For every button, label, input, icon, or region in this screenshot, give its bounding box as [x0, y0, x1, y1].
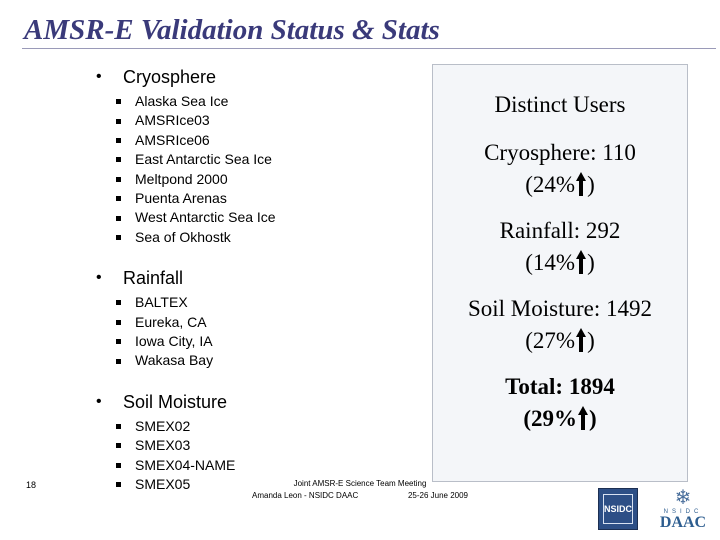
slide-number: 18 — [26, 480, 37, 490]
stat-percent: (27% — [525, 328, 576, 353]
list-item: SMEX03 — [116, 436, 426, 455]
square-bullet-icon — [116, 300, 121, 306]
square-bullet-icon — [116, 339, 121, 345]
snowflake-icon: ❄ — [674, 487, 692, 509]
stat-percent: (14% — [525, 250, 576, 275]
up-arrow-icon — [576, 250, 587, 274]
stat-percent: (29% — [523, 406, 577, 431]
section-label: Cryosphere — [123, 67, 217, 87]
square-bullet-icon — [116, 482, 121, 488]
stats-heading: Distinct Users — [494, 92, 626, 117]
list-item: AMSRIce06 — [116, 131, 426, 150]
square-bullet-icon — [116, 235, 121, 241]
list-item: East Antarctic Sea Ice — [116, 150, 426, 169]
square-bullet-icon — [116, 215, 121, 221]
square-bullet-icon — [116, 358, 121, 364]
up-arrow-icon — [576, 328, 587, 352]
square-bullet-icon — [116, 196, 121, 202]
footer-dates: 25-26 June 2009 — [407, 491, 468, 500]
list-item: Wakasa Bay — [116, 351, 426, 370]
distinct-users-panel: Distinct Users Cryosphere: 110 (24%) Rai… — [432, 64, 688, 482]
stat-label: Rainfall: 292 — [499, 218, 621, 243]
list-item: SMEX04-NAME — [116, 456, 426, 475]
list-item: Eureka, CA — [116, 313, 426, 332]
list-item: Meltpond 2000 — [116, 170, 426, 189]
square-bullet-icon — [116, 157, 121, 163]
section-label: Rainfall — [123, 268, 184, 289]
list-item: AMSRIce03 — [116, 111, 426, 130]
square-bullet-icon — [116, 118, 121, 124]
list-item: SMEX02 — [116, 417, 426, 436]
stat-label: Soil Moisture: 1492 — [467, 296, 652, 321]
section-rainfall: • Rainfall BALTEX Eureka, CA Iowa City, … — [96, 267, 426, 371]
stat-rainfall: Rainfall: 292 (14%) — [433, 215, 687, 279]
square-bullet-icon — [116, 443, 121, 449]
nsidc-logo: NSIDC — [598, 488, 638, 530]
rainfall-sites: BALTEX Eureka, CA Iowa City, IA Wakasa B… — [96, 293, 426, 371]
square-bullet-icon — [116, 138, 121, 144]
cryosphere-sites: Alaska Sea Ice AMSRIce03 AMSRIce06 East … — [96, 92, 426, 247]
square-bullet-icon — [116, 319, 121, 325]
daac-logo: ❄ NSIDC DAAC — [654, 487, 712, 531]
square-bullet-icon — [116, 176, 121, 182]
up-arrow-icon — [576, 172, 587, 196]
list-item: Puenta Arenas — [116, 189, 426, 208]
list-item: Alaska Sea Ice — [116, 92, 426, 111]
square-bullet-icon — [116, 462, 121, 468]
bullet-icon: • — [96, 68, 102, 85]
bullet-icon: • — [96, 392, 102, 410]
stat-label: Total: 1894 — [505, 374, 615, 399]
stat-soil-moisture: Soil Moisture: 1492 (27%) — [433, 293, 687, 357]
section-label: Soil Moisture — [123, 391, 228, 412]
stat-cryosphere: Cryosphere: 110 (24%) — [433, 137, 687, 201]
footer: Joint AMSR-E Science Team Meeting Amanda… — [230, 478, 490, 502]
soil-moisture-sites: SMEX02 SMEX03 SMEX04-NAME SMEX05 — [96, 417, 426, 495]
list-item: BALTEX — [116, 293, 426, 312]
bullet-list: • Cryosphere Alaska Sea Ice AMSRIce03 AM… — [96, 66, 426, 495]
title-divider — [22, 48, 716, 49]
stat-label: Cryosphere: 110 — [484, 140, 636, 165]
list-item: Sea of Okhostk — [116, 228, 426, 247]
section-cryosphere: • Cryosphere Alaska Sea Ice AMSRIce03 AM… — [96, 66, 426, 247]
stat-total: Total: 1894 (29%) — [433, 371, 687, 435]
footer-presenter: Amanda Leon - NSIDC DAAC — [252, 491, 359, 500]
list-item: SMEX05 — [116, 475, 426, 494]
square-bullet-icon — [116, 99, 121, 105]
stat-percent: (24% — [525, 172, 576, 197]
section-soil-moisture: • Soil Moisture SMEX02 SMEX03 SMEX04-NAM… — [96, 391, 426, 495]
square-bullet-icon — [116, 424, 121, 430]
list-item: West Antarctic Sea Ice — [116, 208, 426, 227]
bullet-icon: • — [96, 269, 102, 287]
footer-event: Joint AMSR-E Science Team Meeting — [293, 479, 427, 488]
slide-title: AMSR-E Validation Status & Stats — [24, 14, 440, 46]
list-item: Iowa City, IA — [116, 332, 426, 351]
up-arrow-icon — [578, 406, 588, 430]
